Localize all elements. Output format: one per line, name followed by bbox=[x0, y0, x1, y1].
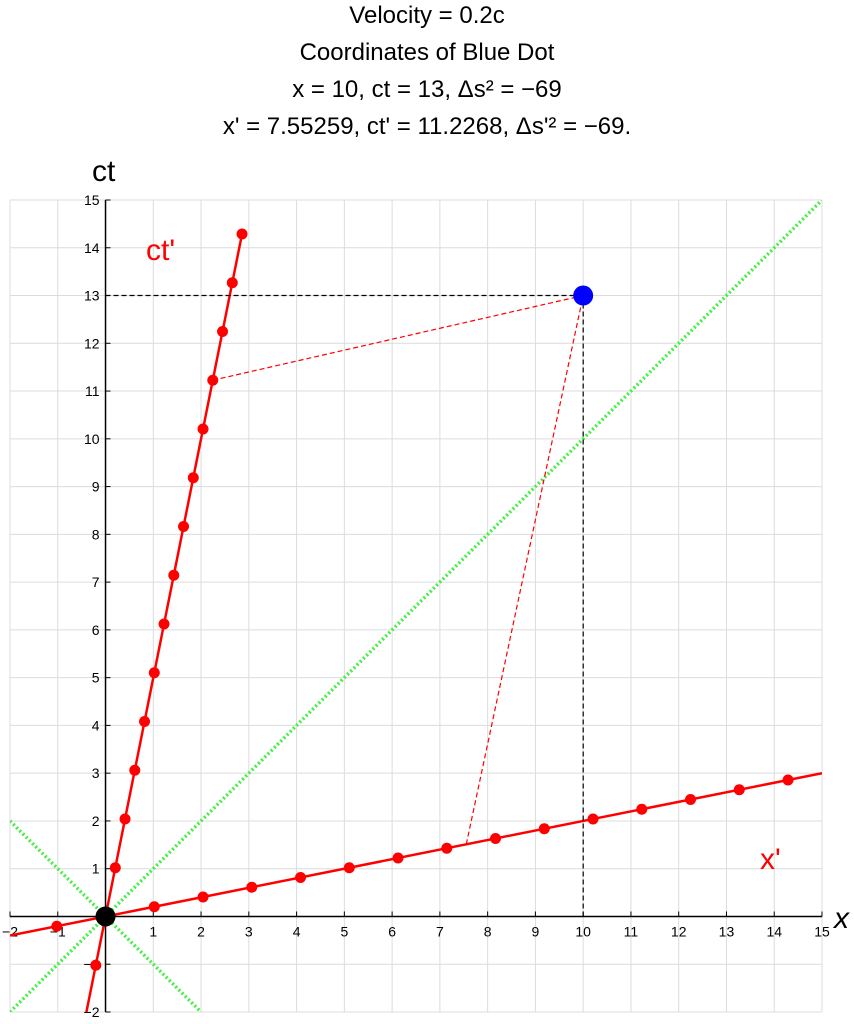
ct-prime-tick-dot bbox=[178, 520, 190, 532]
x-tick-label: 5 bbox=[340, 923, 348, 939]
x-prime-tick-dot bbox=[343, 862, 355, 874]
x-tick-label: 11 bbox=[624, 923, 639, 939]
primed-axes bbox=[10, 228, 822, 1012]
x-tick-label: 4 bbox=[293, 923, 301, 939]
x-prime-tick-dot bbox=[197, 891, 209, 903]
ct-prime-tick-dot bbox=[187, 472, 199, 484]
x-tick-label: 9 bbox=[532, 923, 540, 939]
ct-prime-tick-dot bbox=[109, 862, 121, 874]
x-axis-label: x bbox=[832, 902, 850, 935]
x-prime-axis-line bbox=[10, 771, 822, 937]
y-axis-label: ct bbox=[92, 155, 116, 188]
light-cones bbox=[10, 200, 822, 1012]
y-tick-label: 9 bbox=[92, 479, 100, 495]
x-tick-label: 2 bbox=[197, 923, 205, 939]
x-tick-label: 10 bbox=[575, 923, 591, 939]
y-tick-label: 1 bbox=[92, 861, 100, 877]
x-prime-tick-dot bbox=[782, 774, 794, 786]
x-tick-label: 7 bbox=[436, 923, 444, 939]
grid bbox=[9, 199, 823, 1013]
x-prime-projection-line bbox=[465, 295, 584, 845]
x-prime-tick-dot bbox=[51, 920, 63, 932]
x-prime-tick-dot bbox=[148, 901, 160, 913]
y-tick-label: 14 bbox=[84, 240, 100, 256]
ct-prime-tick-dot bbox=[168, 569, 180, 581]
x-prime-tick-dot bbox=[490, 832, 502, 844]
event-dots bbox=[95, 285, 594, 927]
axes: −2−1123456789101112131415−2−112345678910… bbox=[2, 192, 830, 1020]
x-tick-label: 13 bbox=[719, 923, 735, 939]
x-prime-tick-dot bbox=[636, 803, 648, 815]
ct-prime-tick-dot bbox=[197, 423, 209, 435]
y-tick-label: 2 bbox=[92, 813, 100, 829]
x-tick-label: 12 bbox=[671, 923, 687, 939]
origin-dot bbox=[95, 906, 116, 927]
x-prime-tick-dot bbox=[538, 823, 550, 835]
title-primed-coords: x' = 7.55259, ct' = 11.2268, Δs'² = −69. bbox=[222, 113, 632, 140]
axis-labels: ct x ct' x' bbox=[92, 155, 850, 935]
ct-prime-projection-line bbox=[212, 294, 584, 381]
light-cone-line bbox=[10, 200, 822, 1012]
y-tick-label: 10 bbox=[84, 431, 100, 447]
x-prime-tick-dot bbox=[392, 852, 404, 864]
y-tick-label: 4 bbox=[92, 717, 100, 733]
x-tick-label: 8 bbox=[484, 923, 492, 939]
y-tick-label: 15 bbox=[84, 192, 100, 208]
y-tick-label: 8 bbox=[92, 526, 100, 542]
x-prime-tick-dot bbox=[295, 871, 307, 883]
ct-prime-tick-dot bbox=[148, 667, 160, 679]
ct-prime-tick-dot bbox=[158, 618, 170, 630]
x-prime-tick-dot bbox=[587, 813, 599, 825]
ct-prime-tick-dot bbox=[236, 228, 248, 240]
ct-prime-tick-dot bbox=[119, 813, 131, 825]
x-tick-label: 6 bbox=[388, 923, 396, 939]
y-tick-label: 13 bbox=[84, 288, 100, 304]
ct-prime-tick-dot bbox=[217, 325, 229, 337]
x-tick-label: 3 bbox=[245, 923, 253, 939]
title-subtitle: Coordinates of Blue Dot bbox=[299, 39, 555, 66]
projection-lines bbox=[105, 294, 584, 917]
x-prime-axis-label: x' bbox=[760, 843, 781, 876]
x-tick-label: 1 bbox=[149, 923, 157, 939]
y-tick-label: 11 bbox=[85, 383, 100, 399]
title-velocity: Velocity = 0.2c bbox=[349, 2, 505, 29]
x-prime-tick-dot bbox=[733, 784, 745, 796]
chart-title-block: Velocity = 0.2c Coordinates of Blue Dot … bbox=[0, 0, 854, 142]
blue-event-dot bbox=[573, 285, 594, 306]
y-tick-label: 6 bbox=[92, 622, 100, 638]
x-prime-tick-dot bbox=[441, 842, 453, 854]
x-tick-label: 15 bbox=[814, 923, 830, 939]
ct-prime-tick-dot bbox=[226, 277, 238, 289]
y-tick-label: 12 bbox=[84, 335, 100, 351]
y-tick-label: 7 bbox=[92, 574, 100, 590]
x-prime-tick-dot bbox=[246, 881, 258, 893]
x-tick-label: 14 bbox=[766, 923, 782, 939]
x-tick-label: −2 bbox=[2, 923, 18, 939]
title-unprimed-coords: x = 10, ct = 13, Δs² = −69 bbox=[292, 76, 562, 103]
x-prime-tick-dot bbox=[685, 793, 697, 805]
ct-prime-tick-dot bbox=[129, 764, 141, 776]
ct-prime-axis-label: ct' bbox=[146, 234, 175, 267]
ct-prime-tick-dot bbox=[90, 959, 102, 971]
y-tick-label: 3 bbox=[92, 765, 100, 781]
y-tick-label: 5 bbox=[92, 670, 100, 686]
ct-prime-tick-dot bbox=[139, 715, 151, 727]
